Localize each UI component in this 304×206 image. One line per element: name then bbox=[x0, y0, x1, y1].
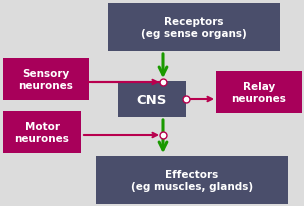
Text: Motor
neurones: Motor neurones bbox=[15, 121, 69, 144]
FancyBboxPatch shape bbox=[3, 111, 81, 153]
FancyBboxPatch shape bbox=[108, 4, 280, 52]
Text: Effectors
(eg muscles, glands): Effectors (eg muscles, glands) bbox=[131, 169, 253, 191]
Text: Relay
neurones: Relay neurones bbox=[232, 81, 286, 104]
Text: Sensory
neurones: Sensory neurones bbox=[19, 68, 74, 91]
FancyBboxPatch shape bbox=[96, 156, 288, 204]
FancyBboxPatch shape bbox=[3, 59, 89, 101]
FancyBboxPatch shape bbox=[118, 82, 186, 117]
Text: Receptors
(eg sense organs): Receptors (eg sense organs) bbox=[141, 16, 247, 39]
Text: CNS: CNS bbox=[137, 93, 167, 106]
FancyBboxPatch shape bbox=[216, 72, 302, 114]
